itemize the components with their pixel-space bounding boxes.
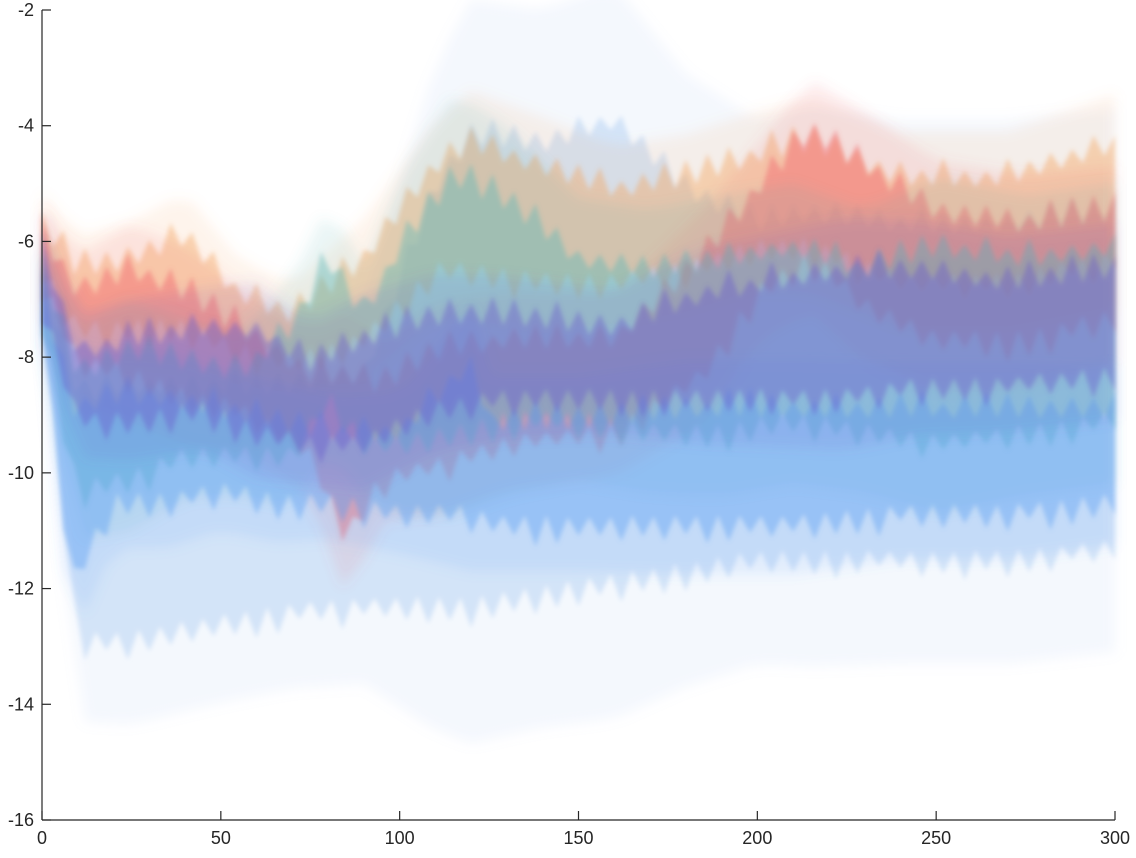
x-tick-label: 50 [211, 828, 231, 848]
y-tick-label: -16 [8, 810, 34, 830]
series-band [42, 212, 1115, 491]
series-band-core [42, 231, 1115, 465]
y-tick-label: -2 [18, 0, 34, 20]
y-tick-label: -4 [18, 116, 34, 136]
x-tick-label: 150 [563, 828, 593, 848]
y-tick-label: -10 [8, 463, 34, 483]
x-tick-label: 0 [37, 828, 47, 848]
x-tick-label: 100 [385, 828, 415, 848]
y-tick-label: -6 [18, 231, 34, 251]
y-tick-label: -12 [8, 579, 34, 599]
y-tick-label: -14 [8, 694, 34, 714]
x-tick-label: 250 [921, 828, 951, 848]
y-tick-label: -8 [18, 347, 34, 367]
data-bands [42, 0, 1115, 744]
x-tick-label: 200 [742, 828, 772, 848]
axes: -16 -14 -12 -10 -8 -6 -4 -2 0 50 100 150 200 250 300 [8, 0, 1130, 848]
x-tick-label: 300 [1100, 828, 1130, 848]
